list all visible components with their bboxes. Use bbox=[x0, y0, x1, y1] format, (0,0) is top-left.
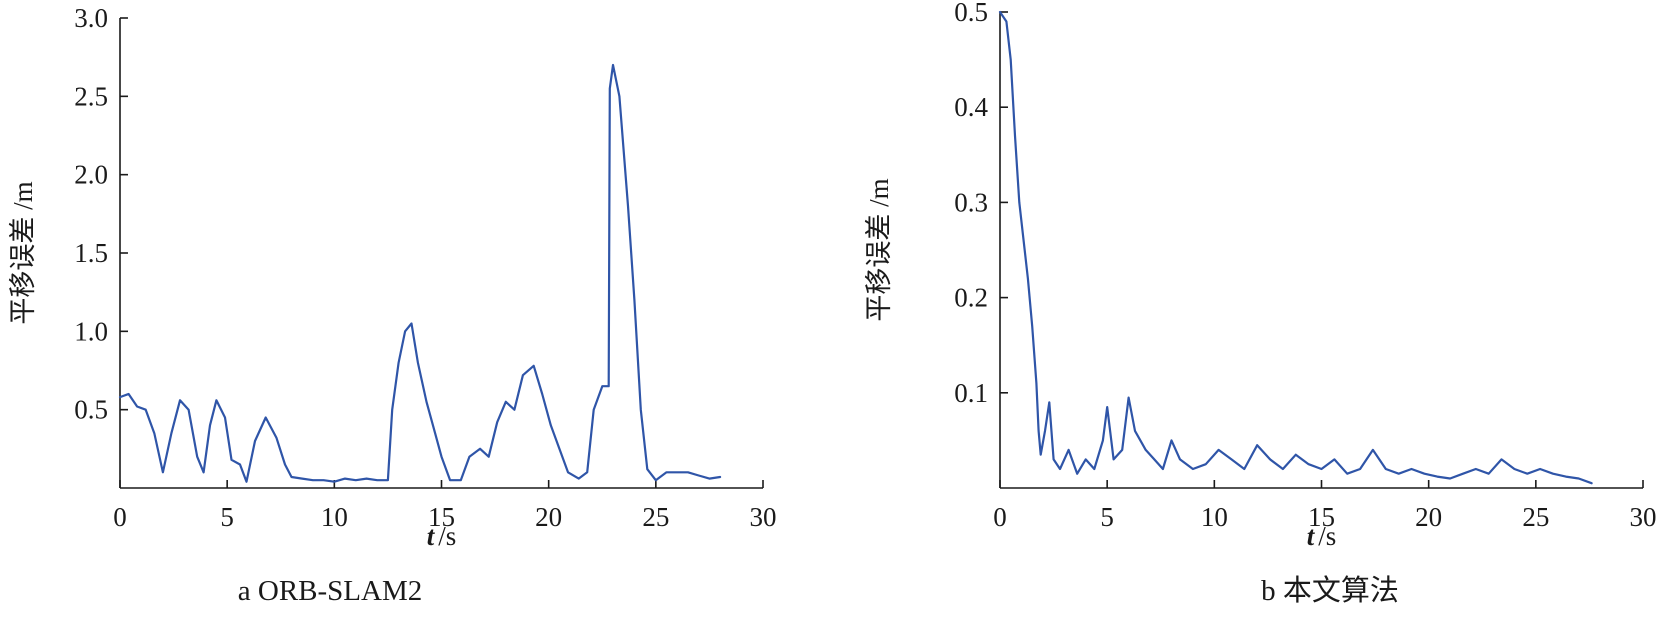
x-axis-unit: /s bbox=[1318, 521, 1336, 551]
y-tick-label: 1.5 bbox=[74, 238, 108, 268]
x-tick-label: 5 bbox=[220, 502, 234, 532]
x-tick-label: 30 bbox=[750, 502, 777, 532]
series-line bbox=[998, 10, 1593, 485]
y-tick-label: 0.4 bbox=[954, 92, 988, 122]
y-tick-label: 0.2 bbox=[954, 283, 988, 313]
y-axis-title: 平移误差 /m bbox=[8, 181, 38, 324]
x-tick-label: 0 bbox=[113, 502, 127, 532]
y-tick-label: 1.0 bbox=[74, 316, 108, 346]
y-tick-label: 0.5 bbox=[74, 395, 108, 425]
x-tick-label: 10 bbox=[1201, 502, 1228, 532]
series-line bbox=[118, 63, 722, 483]
x-axis-variable: t bbox=[427, 521, 436, 551]
x-tick-label: 25 bbox=[642, 502, 669, 532]
x-tick-label: 30 bbox=[1630, 502, 1657, 532]
x-tick-label: 0 bbox=[993, 502, 1007, 532]
y-axis-title: 平移误差 /m bbox=[864, 178, 894, 321]
y-tick-label: 2.5 bbox=[74, 81, 108, 111]
x-axis-title: t/s bbox=[1307, 521, 1337, 551]
chart-caption: b 本文算法 bbox=[1261, 574, 1399, 607]
x-axis-unit: /s bbox=[438, 521, 456, 551]
x-tick-label: 15 bbox=[1308, 502, 1335, 532]
x-axis-variable: t bbox=[1307, 521, 1316, 551]
chart-proposed-algorithm: 0 5 10 15 20 25 30 0.1 0.2 0.3 0.4 0.5 平移误差 /m t/s b 本… bbox=[864, 0, 1657, 607]
x-tick-label: 5 bbox=[1100, 502, 1114, 532]
y-tick-label: 0.1 bbox=[954, 378, 988, 408]
chart-orb-slam2: 0 5 10 15 20 25 30 0.5 1.0 1.5 2.0 2.5 3.0 平移误差 /m t/s… bbox=[8, 3, 777, 607]
x-tick-label: 20 bbox=[1415, 502, 1442, 532]
x-tick-label: 15 bbox=[428, 502, 455, 532]
y-tick-label: 3.0 bbox=[74, 3, 108, 33]
x-tick-label: 10 bbox=[321, 502, 348, 532]
y-tick-label: 2.0 bbox=[74, 160, 108, 190]
x-tick-label: 20 bbox=[535, 502, 562, 532]
chart-caption: a ORB-SLAM2 bbox=[238, 575, 422, 607]
y-tick-label: 0.3 bbox=[954, 187, 988, 217]
x-tick-label: 25 bbox=[1522, 502, 1549, 532]
y-tick-label: 0.5 bbox=[954, 0, 988, 27]
x-axis-title: t/s bbox=[427, 521, 457, 551]
